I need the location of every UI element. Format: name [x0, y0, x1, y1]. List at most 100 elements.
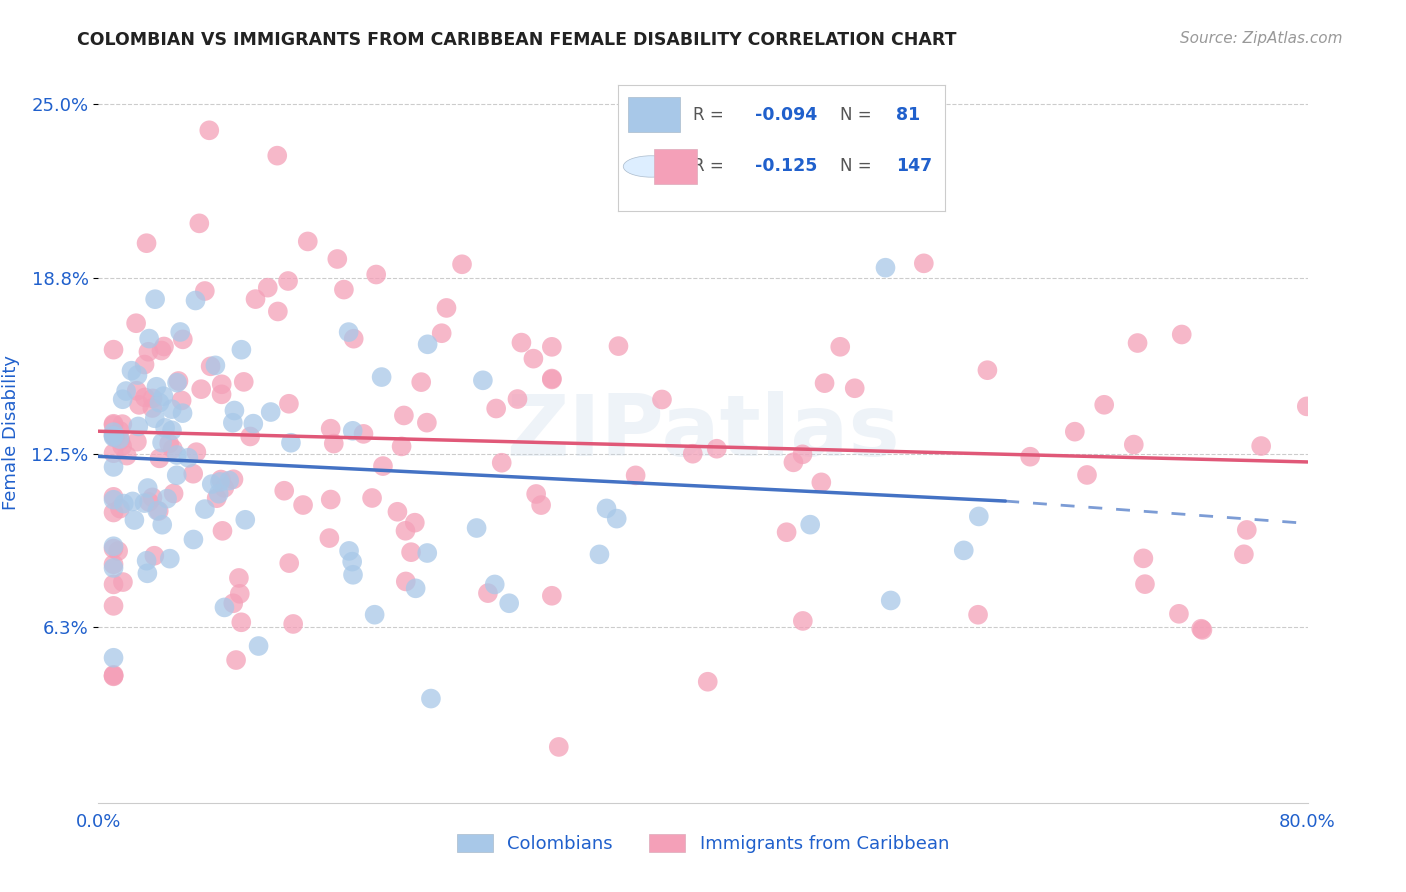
Point	[162, 442, 184, 456]
Point	[1233, 547, 1256, 561]
Point	[159, 551, 181, 566]
Point	[166, 468, 188, 483]
Point	[506, 392, 529, 406]
Text: Source: ZipAtlas.com: Source: ZipAtlas.com	[1180, 31, 1343, 46]
Point	[342, 424, 364, 438]
Point	[138, 332, 160, 346]
Point	[1295, 400, 1317, 414]
Point	[319, 492, 342, 507]
Point	[143, 292, 166, 306]
Point	[209, 473, 232, 487]
Point	[540, 589, 562, 603]
Point	[477, 586, 499, 600]
Point	[775, 525, 797, 540]
Point	[103, 425, 125, 440]
Point	[228, 571, 250, 585]
Point	[1019, 450, 1042, 464]
Point	[799, 517, 821, 532]
Point	[198, 123, 221, 137]
Point	[124, 513, 146, 527]
Point	[115, 449, 138, 463]
Point	[188, 216, 211, 230]
Point	[283, 617, 305, 632]
Point	[134, 391, 156, 405]
Point	[103, 650, 125, 665]
Point	[340, 555, 363, 569]
Point	[186, 445, 208, 459]
Point	[153, 339, 176, 353]
Point	[607, 339, 630, 353]
Point	[172, 406, 194, 420]
Point	[153, 421, 176, 435]
Point	[103, 577, 125, 591]
Point	[103, 599, 125, 613]
Point	[844, 381, 866, 395]
Point	[211, 524, 233, 538]
Point	[205, 491, 228, 506]
Point	[792, 614, 814, 628]
Point	[112, 497, 135, 511]
Point	[177, 450, 200, 465]
Point	[103, 446, 125, 460]
Point	[183, 533, 205, 547]
Point	[245, 292, 267, 306]
Point	[125, 384, 148, 398]
Point	[266, 148, 288, 162]
Point	[143, 549, 166, 563]
Point	[156, 491, 179, 506]
Point	[337, 544, 360, 558]
Point	[214, 481, 236, 495]
Point	[465, 521, 488, 535]
Point	[121, 494, 143, 508]
Point	[108, 424, 131, 438]
Point	[224, 403, 246, 417]
Point	[128, 398, 150, 412]
Point	[103, 459, 125, 474]
Point	[416, 546, 439, 560]
Point	[231, 615, 253, 630]
Point	[115, 384, 138, 398]
Point	[162, 486, 184, 500]
Point	[111, 439, 134, 453]
Point	[326, 252, 349, 266]
Point	[530, 498, 553, 512]
Point	[471, 373, 494, 387]
Point	[134, 358, 156, 372]
Point	[103, 506, 125, 520]
Text: ZIPatlas: ZIPatlas	[506, 391, 900, 475]
Point	[239, 429, 262, 443]
Point	[103, 417, 125, 431]
Point	[297, 235, 319, 249]
Point	[361, 491, 384, 505]
Point	[967, 509, 990, 524]
Point	[782, 455, 804, 469]
Point	[540, 371, 562, 385]
Point	[148, 504, 170, 518]
Point	[233, 513, 256, 527]
Point	[108, 501, 131, 516]
Text: COLOMBIAN VS IMMIGRANTS FROM CARIBBEAN FEMALE DISABILITY CORRELATION CHART: COLOMBIAN VS IMMIGRANTS FROM CARIBBEAN F…	[77, 31, 957, 49]
Point	[1170, 327, 1192, 342]
Point	[242, 417, 264, 431]
Point	[278, 556, 301, 570]
Point	[208, 486, 231, 500]
Point	[810, 475, 832, 490]
Point	[540, 372, 562, 386]
Point	[256, 280, 278, 294]
Point	[880, 593, 903, 607]
Point	[103, 427, 125, 442]
Point	[1126, 336, 1149, 351]
Point	[184, 293, 207, 308]
Point	[157, 436, 180, 450]
Point	[1092, 398, 1115, 412]
Point	[103, 430, 125, 444]
Point	[211, 377, 233, 392]
Point	[967, 607, 990, 622]
Point	[319, 422, 342, 436]
Point	[200, 359, 222, 374]
Point	[148, 451, 170, 466]
Point	[125, 316, 148, 330]
Point	[333, 283, 356, 297]
Point	[231, 343, 253, 357]
Point	[405, 582, 427, 596]
